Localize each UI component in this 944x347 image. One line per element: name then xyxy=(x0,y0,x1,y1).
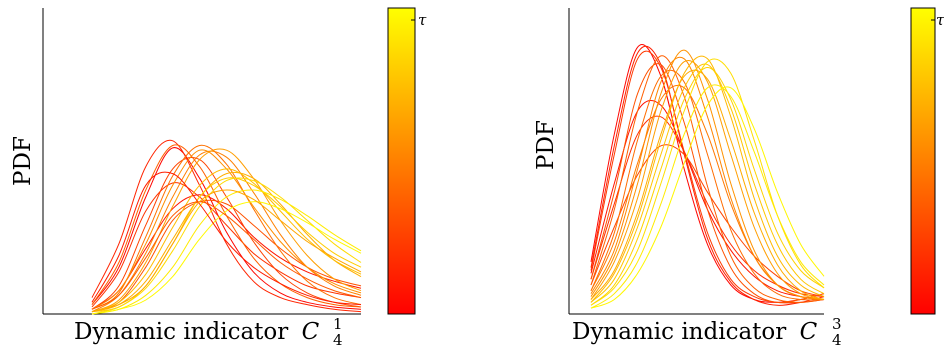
pdf-curve xyxy=(91,194,362,310)
left-colorbar-label: τ xyxy=(418,11,427,29)
pdf-curve xyxy=(91,189,362,313)
pdf-curve xyxy=(91,189,362,315)
pdf-curve xyxy=(590,63,825,304)
pdf-curve xyxy=(590,45,825,306)
pdf-curve xyxy=(590,115,825,298)
right-colorbar xyxy=(910,7,936,315)
pdf-curve xyxy=(590,84,825,309)
left-x-label-sub: 4 xyxy=(333,331,343,347)
right-panel: PDF Dynamic indicator C 3 4 τ xyxy=(533,7,944,347)
pdf-curve xyxy=(91,199,362,313)
right-curves xyxy=(590,44,825,309)
pdf-curve xyxy=(91,147,362,310)
right-x-label-symbol: C xyxy=(800,319,818,345)
pdf-curve xyxy=(590,66,825,306)
pdf-curve xyxy=(590,55,825,303)
pdf-curve xyxy=(590,69,825,301)
right-y-label: PDF xyxy=(533,120,559,170)
pdf-curve xyxy=(91,139,362,313)
right-x-label-text: Dynamic indicator xyxy=(572,319,786,345)
pdf-curve xyxy=(590,69,825,300)
pdf-curve xyxy=(91,148,362,313)
right-colorbar-label: τ xyxy=(936,11,944,29)
left-y-label: PDF xyxy=(10,136,36,186)
pdf-curve xyxy=(91,168,362,313)
pdf-curve xyxy=(91,150,362,313)
right-x-label-sup: 3 xyxy=(832,315,842,333)
right-x-label: Dynamic indicator C xyxy=(572,319,818,345)
left-x-label-sup: 1 xyxy=(333,315,343,333)
right-x-label-sub: 4 xyxy=(832,331,842,347)
pdf-curve xyxy=(590,49,825,300)
left-colorbar xyxy=(387,7,416,315)
pdf-curve xyxy=(91,171,362,306)
left-x-label: Dynamic indicator C xyxy=(74,319,320,345)
pdf-curve xyxy=(91,177,362,313)
pdf-curve xyxy=(91,182,362,308)
pdf-curve xyxy=(590,55,825,303)
pdf-curve xyxy=(590,56,825,300)
left-panel: PDF Dynamic indicator C 1 4 τ xyxy=(10,7,427,347)
left-x-label-text: Dynamic indicator xyxy=(74,319,288,345)
pdf-curve xyxy=(590,58,825,306)
pdf-curve xyxy=(590,60,825,300)
pdf-curve xyxy=(590,86,825,309)
pdf-curve xyxy=(91,144,362,310)
left-x-label-symbol: C xyxy=(302,319,320,345)
pdf-curve xyxy=(91,201,362,315)
pdf-curve xyxy=(91,177,362,315)
pdf-curve xyxy=(91,171,362,313)
left-curves xyxy=(91,139,362,315)
pdf-curve xyxy=(590,63,825,303)
pdf-curve xyxy=(91,201,362,310)
